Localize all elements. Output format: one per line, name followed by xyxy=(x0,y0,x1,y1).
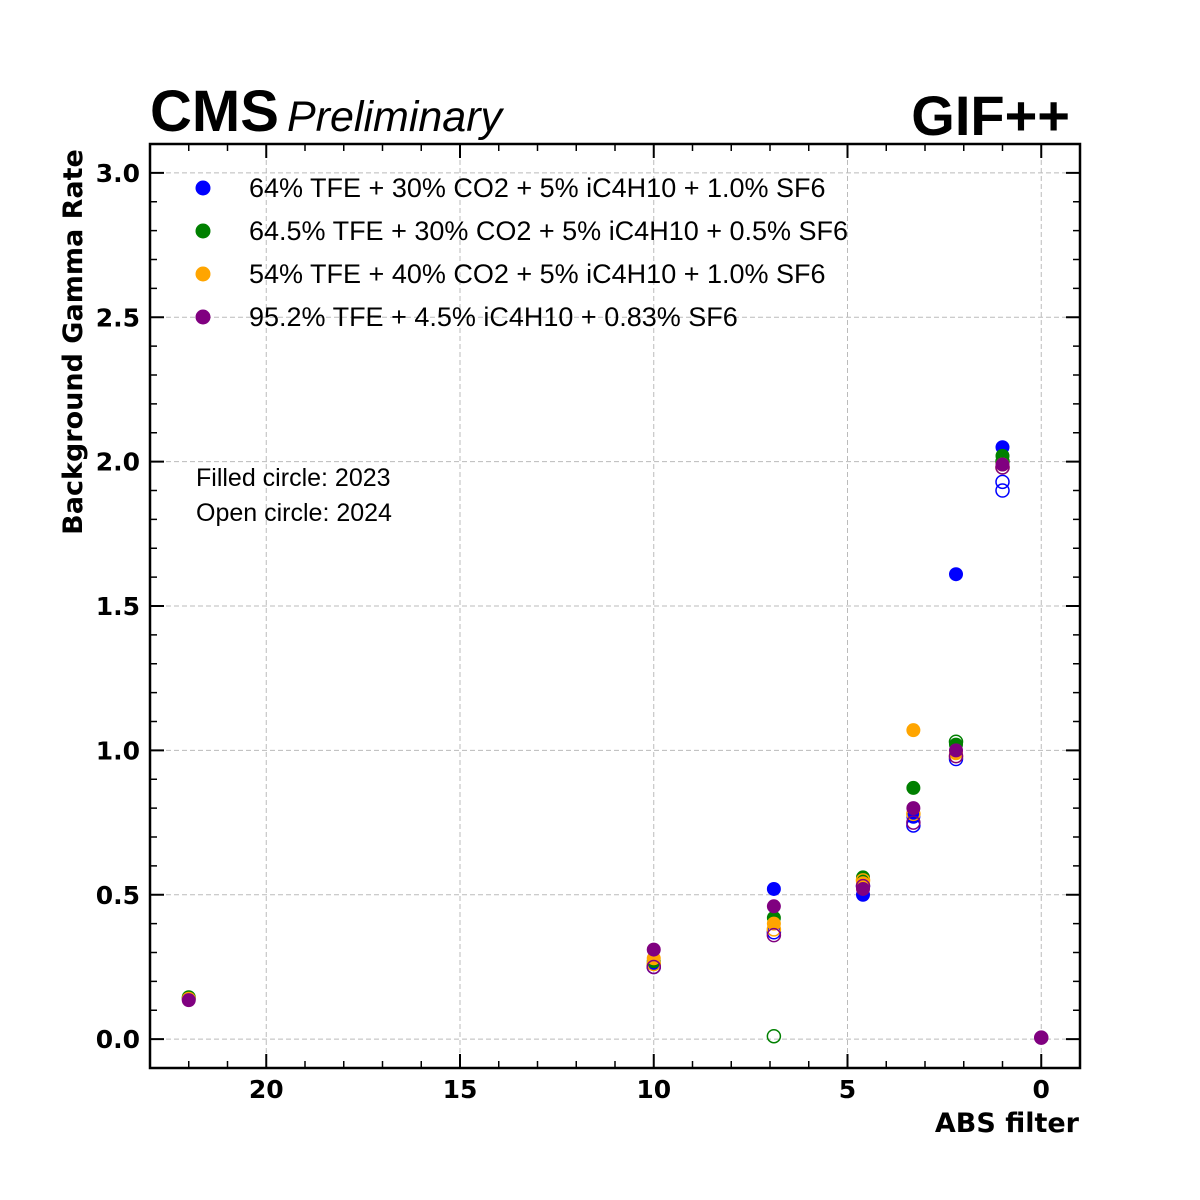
y-tick-label: 3.0 xyxy=(96,159,140,188)
legend-marker xyxy=(195,309,211,325)
y-tick-label: 0.0 xyxy=(96,1025,140,1054)
legend-marker xyxy=(195,266,211,282)
x-tick-label: 0 xyxy=(1033,1075,1050,1104)
filled-point-008000 xyxy=(906,780,921,795)
filled-point-800080 xyxy=(766,899,781,914)
status-label: Preliminary xyxy=(287,93,505,141)
filled-point-0000ff xyxy=(949,567,963,582)
filled-point-800080 xyxy=(181,993,196,1008)
legend: 64% TFE + 30% CO2 + 5% iC4H10 + 1.0% SF6… xyxy=(195,173,848,332)
note-filled-circle: Filled circle: 2023 xyxy=(196,464,391,492)
legend-marker xyxy=(195,180,211,196)
grid xyxy=(150,144,1080,1068)
open-point-008000 xyxy=(766,1028,782,1044)
filled-point-800080 xyxy=(646,942,661,957)
legend-label: 64% TFE + 30% CO2 + 5% iC4H10 + 1.0% SF6 xyxy=(249,173,826,203)
data-points xyxy=(181,440,1049,1045)
open-point-0000ff xyxy=(995,474,1010,490)
facility-label: GIF++ xyxy=(911,84,1070,147)
filled-point-800080 xyxy=(949,743,963,758)
y-tick-label: 2.5 xyxy=(96,303,140,332)
open-point-800080 xyxy=(766,927,782,943)
x-tick-label: 5 xyxy=(839,1075,856,1104)
x-tick-label: 10 xyxy=(636,1075,671,1104)
legend-label: 54% TFE + 40% CO2 + 5% iC4H10 + 1.0% SF6 xyxy=(249,259,826,289)
x-axis-label: ABS filter xyxy=(935,1108,1080,1139)
plot-frame xyxy=(148,142,1082,1070)
filled-point-0000ff xyxy=(766,881,781,896)
filled-point-800080 xyxy=(995,457,1010,472)
legend-marker xyxy=(195,223,211,239)
tick-labels: 20 15 10 5 0 0.0 0.5 1.0 1.5 2.0 2.5 3.0 xyxy=(96,159,1050,1104)
y-tick-label: 0.5 xyxy=(96,881,140,910)
filled-point-800080 xyxy=(856,881,870,896)
filled-point-800080 xyxy=(1034,1030,1049,1045)
y-tick-label: 1.5 xyxy=(96,592,140,621)
x-tick-label: 15 xyxy=(443,1075,478,1104)
open-point-800080 xyxy=(646,959,661,975)
filled-point-ffa500 xyxy=(906,723,921,738)
filled-point-ffa500 xyxy=(766,916,781,931)
note-open-circle: Open circle: 2024 xyxy=(196,499,392,527)
filled-point-800080 xyxy=(906,801,921,816)
legend-label: 95.2% TFE + 4.5% iC4H10 + 0.83% SF6 xyxy=(249,302,738,332)
y-tick-label: 1.0 xyxy=(96,736,140,765)
experiment-label: CMS xyxy=(150,79,279,144)
open-point-800080 xyxy=(906,815,921,830)
x-tick-label: 20 xyxy=(249,1075,284,1104)
open-point-0000ff xyxy=(995,483,1010,498)
y-axis-label: Background Gamma Rate xyxy=(58,149,89,535)
legend-label: 64.5% TFE + 30% CO2 + 5% iC4H10 + 0.5% S… xyxy=(249,216,848,246)
y-tick-label: 2.0 xyxy=(96,448,140,477)
